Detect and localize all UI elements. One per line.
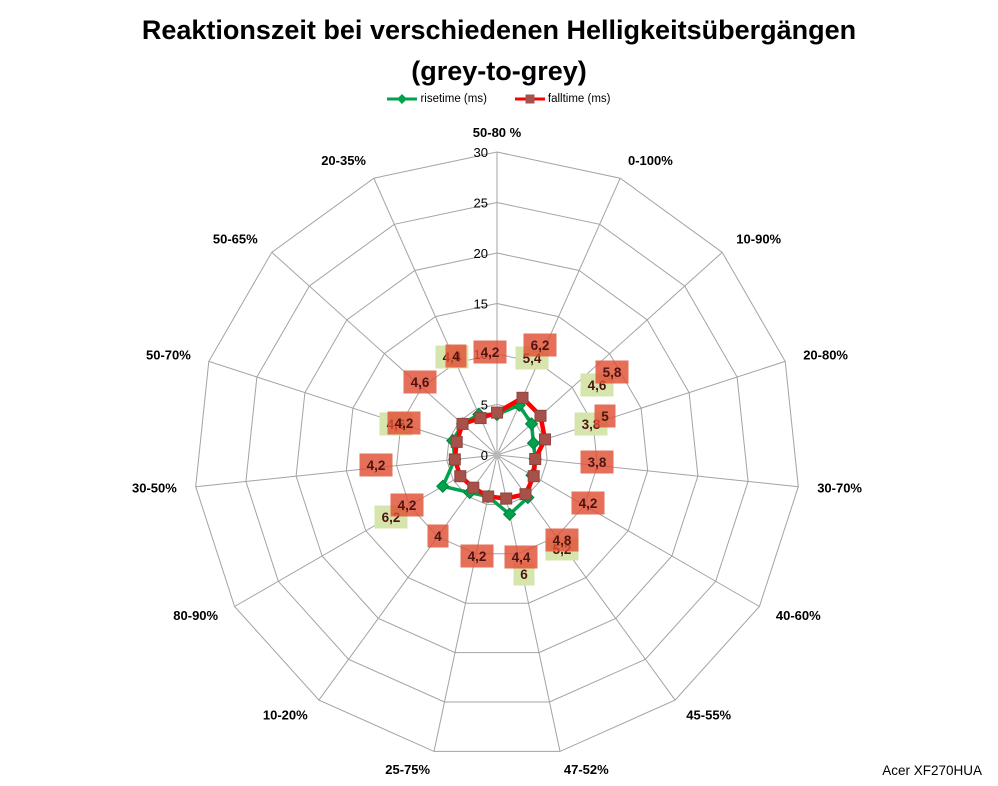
category-label: 45-55% [686, 708, 731, 723]
model-label: Acer XF270HUA [882, 763, 982, 778]
falltime-marker [519, 488, 532, 501]
data-label-box-falltime [504, 545, 538, 569]
data-label-falltime: 4,2 [579, 496, 598, 511]
data-label-falltime: 4,2 [395, 416, 414, 431]
chart-legend: risetime (ms) falltime (ms) [0, 93, 998, 105]
category-label: 47-52% [564, 762, 609, 777]
category-label: 50-70% [146, 348, 191, 363]
data-label-falltime: 4,2 [398, 498, 417, 513]
falltime-marker [529, 453, 542, 465]
falltime-marker [456, 417, 469, 430]
axis-spoke [195, 454, 498, 488]
tick-label: 0 [481, 448, 488, 463]
axis-spoke [234, 454, 498, 607]
category-label: 10-90% [736, 232, 781, 247]
tick-label: 25 [474, 196, 488, 211]
data-label-falltime: 5,8 [603, 365, 622, 380]
radial-gridline [396, 353, 598, 555]
falltime-marker [474, 412, 487, 425]
legend-item-falltime: falltime (ms) [514, 93, 611, 105]
data-label-risetime: 6 [520, 567, 528, 582]
falltime-marker [454, 470, 467, 483]
risetime-legend-marker-icon [387, 94, 418, 104]
falltime-marker [500, 492, 513, 505]
category-label: 30-50% [132, 481, 177, 496]
chart-title-line2: (grey-to-grey) [411, 56, 587, 86]
axis-spoke [373, 177, 498, 456]
falltime-marker [527, 470, 540, 483]
risetime-marker [526, 436, 541, 450]
category-label: 0-100% [628, 153, 673, 168]
category-label: 40-60% [776, 608, 821, 623]
category-label: 30-70% [817, 481, 862, 496]
tick-label: 20 [474, 246, 488, 261]
data-label-box-falltime [523, 333, 557, 357]
legend-label-falltime: falltime (ms) [547, 93, 611, 105]
falltime-polygon [452, 395, 548, 501]
data-label-box-falltime [571, 491, 605, 515]
tick-label: 15 [474, 297, 488, 312]
falltime-marker [491, 406, 503, 419]
center-hub [493, 451, 501, 459]
tick-label: 5 [481, 398, 488, 413]
data-label-box-falltime [359, 453, 393, 477]
data-label-box-falltime [545, 528, 579, 552]
chart-title-line1: Reaktionszeit bei verschiedenen Helligke… [141, 15, 857, 45]
falltime-marker [450, 435, 463, 448]
legend-item-risetime: risetime (ms) [387, 93, 487, 105]
tick-label: 30 [474, 145, 488, 160]
data-label-box-falltime [594, 404, 616, 428]
data-label-box-falltime [427, 524, 449, 548]
risetime-marker [502, 507, 517, 521]
data-label-falltime: 4,2 [367, 458, 386, 473]
falltime-marker [534, 409, 547, 422]
data-label-box-falltime [445, 344, 467, 368]
data-label-box-falltime [473, 340, 507, 364]
radial-gridline [195, 151, 799, 752]
data-label-box-falltime [595, 360, 629, 384]
falltime-marker [516, 391, 529, 404]
category-label: 20-80% [803, 348, 848, 363]
category-label: 10-20% [263, 708, 308, 723]
category-label: 20-35% [321, 153, 366, 168]
data-label-box-falltime [390, 493, 424, 517]
falltime-marker [448, 453, 461, 466]
axis-spoke [496, 454, 760, 607]
data-label-falltime: 5 [601, 409, 609, 424]
axis-spoke [496, 454, 799, 488]
data-label-falltime: 4,6 [411, 375, 430, 390]
data-label-box-falltime [580, 450, 614, 474]
category-label: 50-80 % [473, 125, 522, 140]
data-label-falltime: 4,4 [512, 550, 531, 565]
radial-gridline [295, 252, 699, 654]
data-label-falltime: 4 [434, 529, 442, 544]
falltime-marker [539, 433, 551, 446]
chart-title: Reaktionszeit bei verschiedenen Helligke… [0, 10, 998, 92]
category-label: 50-65% [213, 232, 258, 247]
data-label-falltime: 6,2 [531, 338, 550, 353]
category-label: 25-75% [385, 762, 430, 777]
category-label: 80-90% [173, 608, 218, 623]
data-label-falltime: 4,8 [553, 533, 572, 548]
falltime-legend-marker-icon [514, 94, 545, 104]
data-label-falltime: 4,2 [481, 345, 500, 360]
risetime-marker [436, 479, 450, 494]
legend-label-risetime: risetime (ms) [420, 93, 487, 105]
radial-gridline [245, 201, 749, 703]
data-label-box-falltime [460, 544, 494, 568]
data-label-falltime: 4,2 [468, 549, 487, 564]
data-label-box-falltime [403, 370, 437, 394]
data-label-falltime: 3,8 [588, 455, 607, 470]
falltime-marker [467, 481, 480, 494]
data-label-box-falltime [387, 411, 421, 435]
falltime-marker [482, 490, 495, 503]
data-label-falltime: 4 [452, 349, 460, 364]
axis-spoke [433, 454, 498, 752]
